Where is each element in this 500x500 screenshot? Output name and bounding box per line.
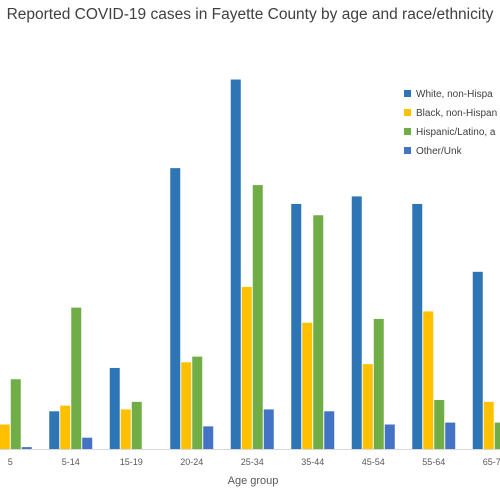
legend-swatch: [404, 109, 411, 116]
bar-2-35-44: [302, 322, 313, 449]
x-tick-label: 20-24: [180, 457, 203, 467]
x-axis-title: Age group: [228, 475, 279, 487]
bar-4-5-14: [82, 437, 93, 449]
bar-1-35-44: [291, 203, 302, 449]
bar-3-15-19: [131, 401, 142, 449]
bar-1-15-19: [109, 367, 120, 449]
bars-layer: [0, 79, 500, 449]
bar-2-5-14: [60, 405, 71, 449]
bar-3-5: [10, 379, 21, 449]
legend-label: Hispanic/Latino, a: [416, 127, 496, 138]
x-tick-label: 55-64: [422, 457, 445, 467]
bar-2-20-24: [181, 362, 192, 449]
bar-1-45-54: [351, 196, 362, 449]
x-tick-label: 15-19: [120, 457, 143, 467]
bar-4-5: [21, 447, 32, 449]
x-tick-label: 35-44: [301, 457, 324, 467]
bar-2-45-54: [362, 364, 373, 449]
bar-3-65-74: [494, 422, 500, 449]
x-tick-labels: 5 5-14 15-19 20-24 25-34 35-44 45-54 55-64 65-74: [8, 457, 500, 467]
legend-swatch: [404, 128, 411, 135]
legend-label: White, non-Hispa: [416, 89, 493, 100]
bar-3-5-14: [71, 307, 82, 449]
bar-1-25-34: [230, 79, 241, 449]
legend-swatch: [404, 147, 411, 154]
x-tick-label: 45-54: [362, 457, 385, 467]
legend-swatch: [404, 90, 411, 97]
x-tick-label: 25-34: [241, 457, 264, 467]
bar-4-25-34: [263, 409, 274, 449]
bar-1-20-24: [170, 168, 181, 449]
bar-2-25-34: [241, 286, 252, 449]
bar-1-5-14: [49, 411, 60, 449]
x-tick-label: 5: [8, 457, 13, 467]
bar-3-35-44: [313, 215, 324, 449]
bar-4-45-54: [384, 424, 395, 449]
bar-3-55-64: [434, 399, 445, 449]
bar-2-65-74: [483, 401, 494, 449]
x-tick-label: 5-14: [62, 457, 80, 467]
legend-label: Black, non-Hispan: [416, 108, 497, 119]
legend-label: Other/Unk: [416, 146, 463, 157]
legend: White, non-Hispa Black, non-Hispan Hispani…: [404, 89, 497, 157]
bar-3-20-24: [192, 356, 203, 449]
bar-2-15-19: [120, 409, 131, 449]
bar-1-65-74: [472, 271, 483, 449]
bar-1-55-64: [412, 203, 423, 449]
bar-3-25-34: [252, 185, 263, 449]
bar-4-20-24: [203, 426, 214, 449]
bar-4-55-64: [445, 422, 456, 449]
x-tick-label: 65-74: [483, 457, 500, 467]
bar-2-5: [0, 424, 10, 449]
bar-2-55-64: [423, 311, 434, 449]
bar-4-35-44: [324, 411, 335, 449]
bar-3-45-54: [373, 318, 384, 449]
chart-title: Reported COVID-19 cases in Fayette Count…: [6, 6, 494, 23]
